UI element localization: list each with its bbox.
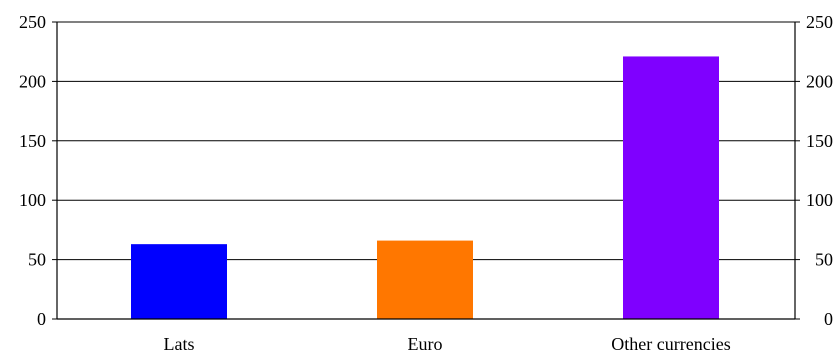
right-y-tick-label: 200	[806, 71, 833, 91]
right-y-tick-label: 50	[815, 250, 833, 270]
category-label: Lats	[164, 334, 195, 352]
right-y-tick-label: 150	[806, 131, 833, 151]
left-y-tick-label: 150	[19, 131, 46, 151]
bar-euro	[377, 240, 473, 319]
left-y-tick-label: 100	[19, 190, 46, 210]
axes	[56, 22, 796, 320]
right-y-tick-label: 250	[806, 12, 833, 32]
bar-other-currencies	[623, 56, 719, 320]
left-y-tick-label: 0	[37, 309, 46, 329]
category-label: Other currencies	[611, 334, 730, 352]
right-y-tick-labels: 0 50 100 150 200 250	[806, 12, 833, 329]
left-y-tick-labels: 0 50 100 150 200 250	[19, 12, 46, 329]
left-y-tick-label: 200	[19, 71, 46, 91]
left-y-tick-label: 250	[19, 12, 46, 32]
category-label: Euro	[408, 334, 443, 352]
bars	[131, 56, 719, 320]
bar-lats	[131, 244, 227, 319]
x-category-labels: Lats Euro Other currencies	[164, 334, 731, 352]
right-y-tick-label: 100	[806, 190, 833, 210]
left-y-tick-label: 50	[28, 250, 46, 270]
right-y-tick-label: 0	[824, 309, 833, 329]
